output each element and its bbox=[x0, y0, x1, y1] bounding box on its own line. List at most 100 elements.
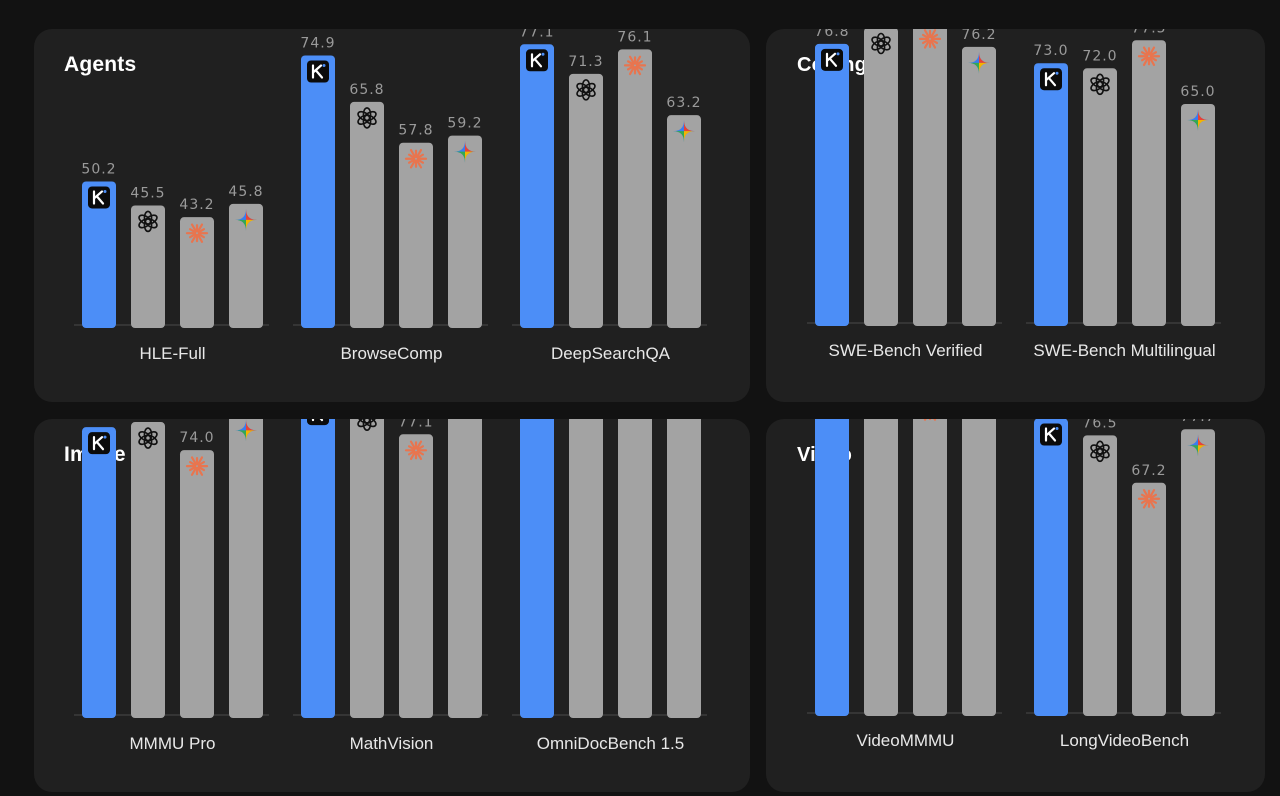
data-label: 76.2 bbox=[961, 29, 996, 43]
bar bbox=[569, 419, 603, 718]
openai-icon bbox=[138, 210, 158, 233]
data-label: 57.8 bbox=[398, 123, 433, 139]
openai-icon bbox=[1090, 73, 1110, 96]
bar bbox=[520, 419, 554, 718]
claude-icon bbox=[185, 456, 209, 476]
bar bbox=[229, 203, 263, 328]
kimi-icon bbox=[1040, 423, 1062, 446]
bar bbox=[448, 135, 482, 328]
bar bbox=[131, 205, 165, 328]
gemini-icon bbox=[673, 120, 695, 143]
category-label: MathVision bbox=[350, 734, 434, 753]
bar bbox=[399, 142, 433, 328]
data-label: 74.9 bbox=[300, 36, 335, 52]
gemini-icon bbox=[235, 208, 257, 231]
data-label: 74.0 bbox=[179, 430, 214, 446]
gemini-icon bbox=[968, 51, 990, 74]
kimi-icon bbox=[526, 49, 548, 72]
data-label: 76.8 bbox=[814, 29, 849, 40]
bar bbox=[913, 419, 947, 716]
category-label: BrowseComp bbox=[340, 344, 442, 363]
data-label: 59.2 bbox=[447, 116, 482, 132]
bar bbox=[180, 450, 214, 718]
category-label: SWE-Bench Verified bbox=[828, 341, 982, 360]
panel-video: Video 86.685.984.487.6VideoMMMU79.876.56… bbox=[766, 419, 1265, 792]
bar bbox=[399, 434, 433, 718]
bar bbox=[1132, 40, 1166, 326]
bar bbox=[864, 29, 898, 326]
bar bbox=[864, 419, 898, 716]
data-label: 45.5 bbox=[130, 185, 165, 201]
data-label: 43.2 bbox=[179, 197, 214, 213]
chart-agents: 50.2 45.5 43.2 45.8 HLE-Full 74.9 65.8 57.8 59.2… bbox=[74, 29, 707, 363]
bar bbox=[962, 419, 996, 716]
kimi-icon bbox=[88, 432, 110, 455]
category-label: OmniDocBench 1.5 bbox=[537, 734, 684, 753]
bar bbox=[1181, 104, 1215, 326]
bar bbox=[448, 419, 482, 718]
bar bbox=[1132, 482, 1166, 716]
claude-icon bbox=[1137, 46, 1161, 67]
bar bbox=[569, 73, 603, 328]
panel-agents: Agents 50.2 45.5 43.2 45.8 HLE-Full 74.9 65.8 5… bbox=[34, 29, 750, 402]
kimi-icon bbox=[307, 419, 329, 426]
bar bbox=[962, 46, 996, 326]
claude-icon bbox=[404, 148, 428, 169]
claude-icon bbox=[185, 223, 209, 243]
openai-icon bbox=[357, 419, 377, 431]
claude-icon bbox=[404, 440, 428, 461]
category-label: VideoMMMU bbox=[857, 731, 955, 750]
kimi-icon bbox=[1040, 68, 1062, 91]
openai-icon bbox=[576, 79, 596, 101]
gemini-icon bbox=[454, 140, 476, 163]
openai-icon bbox=[1090, 440, 1110, 463]
panel-title: Agents bbox=[64, 53, 137, 76]
bar bbox=[1083, 68, 1117, 327]
gemini-icon bbox=[1187, 434, 1209, 457]
bar bbox=[82, 427, 116, 718]
data-label: 77.5 bbox=[1131, 29, 1166, 36]
category-label: LongVideoBench bbox=[1060, 731, 1189, 750]
openai-icon bbox=[138, 427, 158, 449]
bar bbox=[618, 49, 652, 328]
bar bbox=[618, 419, 652, 718]
kimi-icon bbox=[307, 60, 329, 83]
bar bbox=[667, 115, 701, 329]
gemini-icon bbox=[1187, 109, 1209, 131]
category-label: DeepSearchQA bbox=[551, 344, 671, 363]
claude-icon bbox=[918, 29, 942, 49]
bar bbox=[1034, 63, 1068, 326]
openai-icon bbox=[357, 107, 377, 129]
bar bbox=[1034, 419, 1068, 716]
bar bbox=[1083, 435, 1117, 716]
openai-icon bbox=[871, 32, 891, 55]
data-label: 73.0 bbox=[1033, 43, 1068, 59]
bar bbox=[815, 419, 849, 716]
bar bbox=[350, 419, 384, 718]
bar bbox=[913, 29, 947, 326]
data-label: 78.5 bbox=[81, 419, 116, 423]
category-label: MMMU Pro bbox=[130, 734, 216, 753]
data-label: 77.1 bbox=[519, 29, 554, 40]
data-label: 76.5 bbox=[1082, 419, 1117, 431]
data-label: 77.7 bbox=[1180, 419, 1215, 425]
bar bbox=[180, 217, 214, 328]
bar bbox=[350, 101, 384, 328]
data-label: 50.2 bbox=[81, 161, 116, 177]
bar bbox=[301, 55, 335, 328]
bar bbox=[815, 43, 849, 326]
bar bbox=[301, 419, 335, 718]
kimi-icon bbox=[821, 48, 843, 71]
data-label: 71.3 bbox=[568, 54, 603, 70]
data-label: 45.8 bbox=[228, 184, 263, 200]
bar bbox=[1181, 429, 1215, 716]
bar bbox=[131, 422, 165, 718]
data-label: 76.1 bbox=[617, 29, 652, 45]
gemini-icon bbox=[235, 419, 257, 442]
chart-video: 86.685.984.487.6VideoMMMU79.876.567.277.… bbox=[807, 419, 1221, 750]
category-label: SWE-Bench Multilingual bbox=[1033, 341, 1215, 360]
data-label: 77.1 bbox=[398, 419, 433, 430]
